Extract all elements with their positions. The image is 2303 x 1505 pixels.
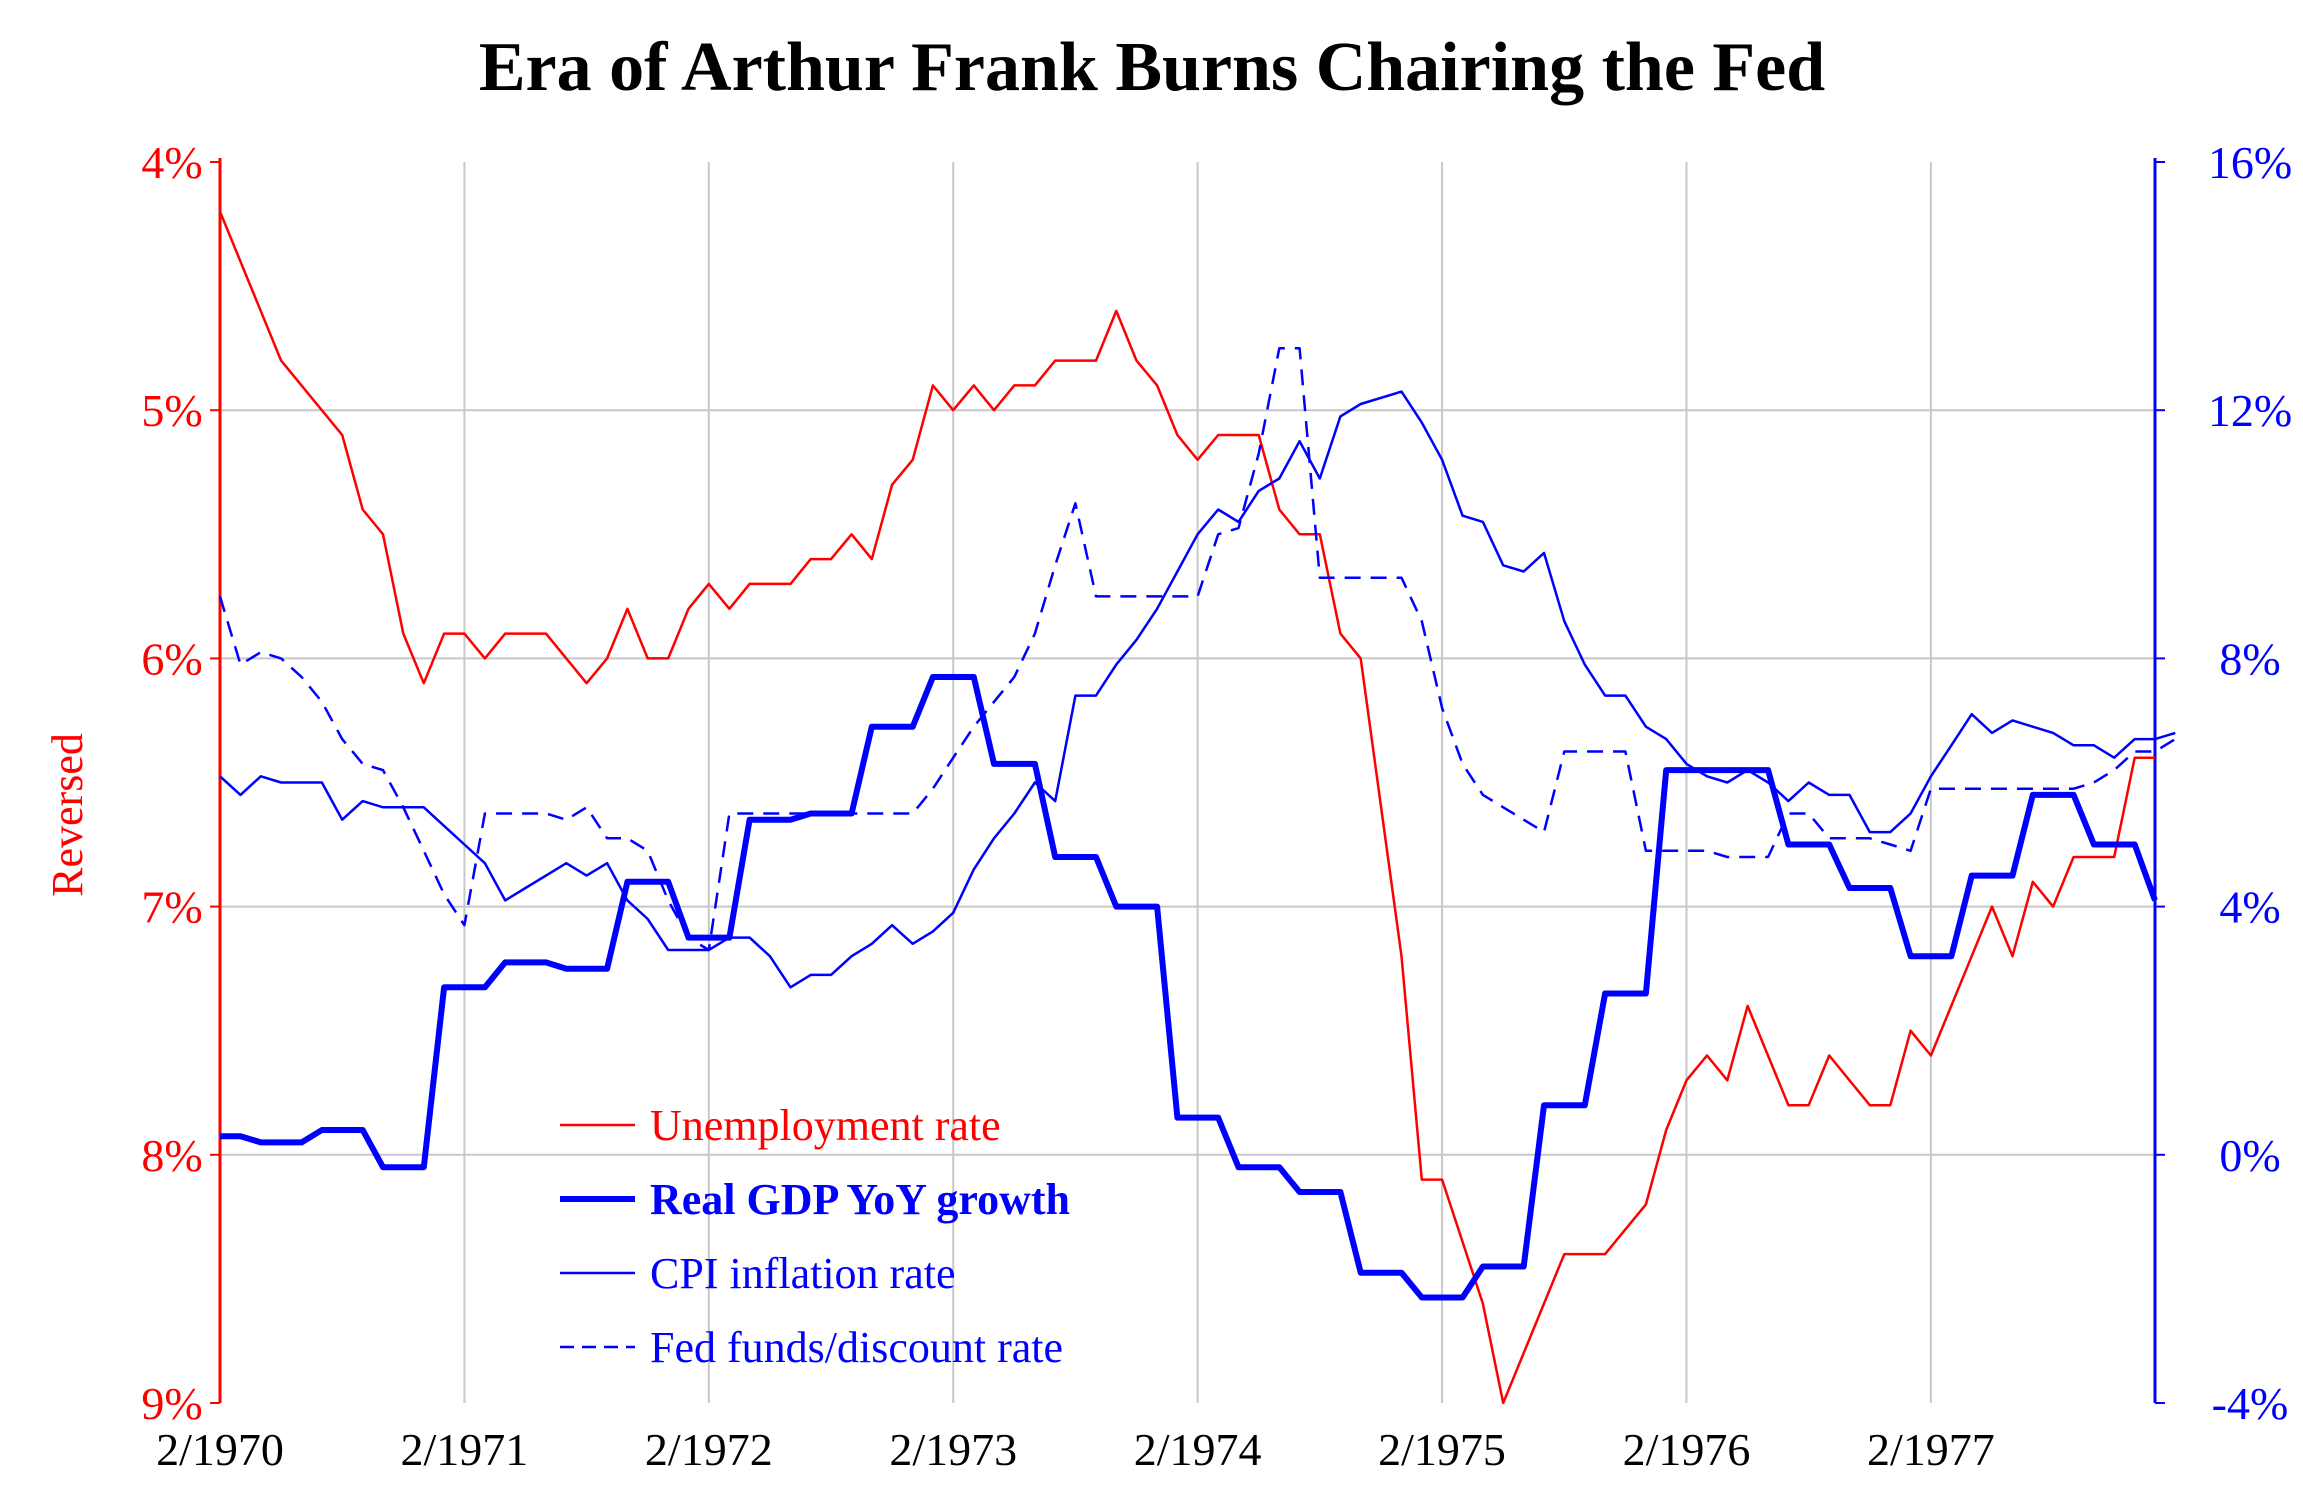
left-tick-label: 7% xyxy=(141,882,202,933)
left-axis-label: Reversed xyxy=(43,733,92,897)
right-tick-label: 0% xyxy=(2219,1130,2280,1181)
legend-label-unemployment-rate: Unemployment rate xyxy=(650,1101,1001,1150)
right-tick-label: 8% xyxy=(2219,633,2280,684)
right-tick-label: 16% xyxy=(2208,137,2292,188)
axes xyxy=(218,158,2157,1403)
series-line-unemployment-rate xyxy=(218,211,2155,1405)
right-axis-ticks: 16% 12% 8% 4% 0% -4% xyxy=(2155,137,2292,1429)
series-line-fed-funds-discount-rate xyxy=(218,346,2176,952)
left-tick-label: 8% xyxy=(141,1130,202,1181)
x-tick-label: 2/1971 xyxy=(401,1424,529,1475)
x-tick-label: 2/1973 xyxy=(889,1424,1017,1475)
x-tick-label: 2/1977 xyxy=(1867,1424,1995,1475)
series-line-real-gdp-yoy-growth xyxy=(220,674,2158,1301)
grid xyxy=(220,162,2155,1403)
left-tick-label: 5% xyxy=(141,385,202,436)
legend: Unemployment rate Real GDP YoY growth CPI … xyxy=(560,1101,1070,1372)
chart-title: Era of Arthur Frank Burns Chairing the F… xyxy=(479,29,1825,106)
left-tick-label: 6% xyxy=(141,633,202,684)
left-axis-ticks: 4% 5% 6% 7% 8% 9% xyxy=(141,137,220,1429)
left-tick-label: 4% xyxy=(141,137,202,188)
x-axis-ticks: 2/1970 2/1971 2/1972 2/1973 2/1974 2/1975 2/19… xyxy=(156,1424,1995,1475)
x-tick-label: 2/1976 xyxy=(1623,1424,1751,1475)
series-line-cpi-inflation-rate xyxy=(219,390,2176,989)
right-tick-label: -4% xyxy=(2212,1378,2289,1429)
legend-label-real-gdp-yoy-growth: Real GDP YoY growth xyxy=(650,1175,1070,1224)
left-tick-label: 9% xyxy=(141,1378,202,1429)
legend-label-fed-funds-discount-rate: Fed funds/discount rate xyxy=(650,1323,1063,1372)
legend-label-cpi-inflation-rate: CPI inflation rate xyxy=(650,1249,956,1298)
right-tick-label: 4% xyxy=(2219,882,2280,933)
x-tick-label: 2/1975 xyxy=(1378,1424,1506,1475)
x-tick-label: 2/1972 xyxy=(645,1424,773,1475)
x-tick-label: 2/1974 xyxy=(1134,1424,1262,1475)
x-tick-label: 2/1970 xyxy=(156,1424,284,1475)
series-group xyxy=(218,211,2176,1405)
right-tick-label: 12% xyxy=(2208,385,2292,436)
